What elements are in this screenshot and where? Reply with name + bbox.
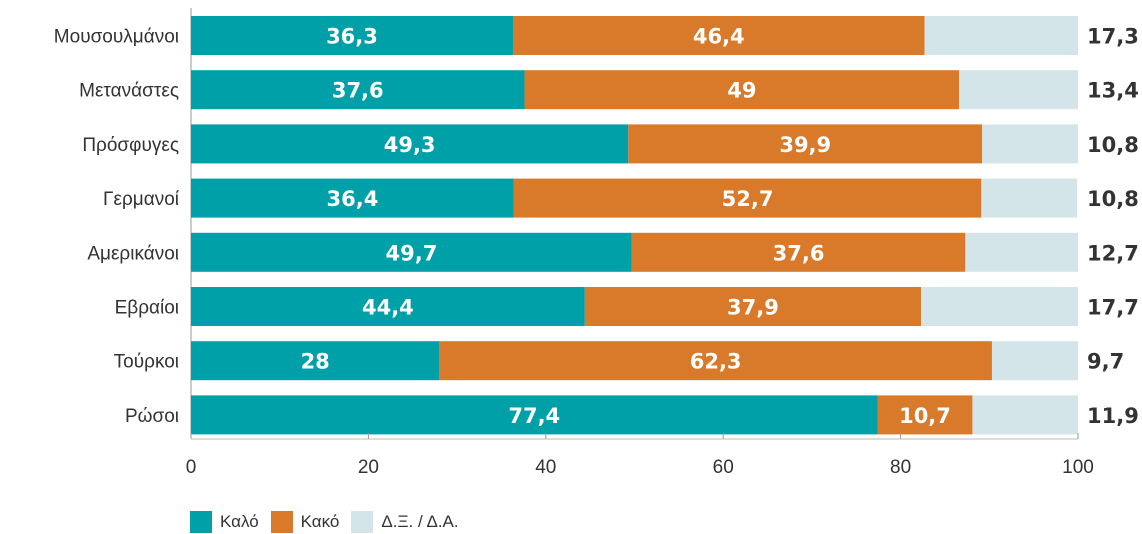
data-label: 46,4 [693,25,745,49]
category-label: Αμερικάνοι [87,243,179,264]
category-label: Πρόσφυγες [82,135,179,156]
data-label: 37,6 [773,241,825,265]
data-label: 39,9 [779,133,831,157]
legend-label-good: Καλό [220,512,259,531]
data-label: 10,7 [899,404,951,428]
bar-segment [628,124,983,164]
legend-label-bad: Κακό [300,512,340,531]
data-label: 10,8 [1087,187,1139,211]
data-label: 49,7 [386,241,438,265]
category-label: Μουσουλμάνοι [54,27,179,48]
legend-swatch-dk [351,511,374,533]
data-label: 13,4 [1087,79,1139,103]
legend-item-bad: Κακό [270,511,340,533]
bar-segment [191,124,629,164]
x-tick-label: 60 [713,457,734,478]
bar-segment [191,232,632,272]
data-label: 49 [727,79,756,103]
data-label: 44,4 [362,296,414,320]
data-label: 52,7 [722,187,774,211]
bar-segment [191,178,514,218]
bar-segment [965,232,1078,272]
bar-segment [981,178,1078,218]
data-label: 62,3 [690,350,742,374]
data-label: 17,3 [1087,25,1139,49]
bar-segment [631,232,966,272]
data-label: 36,4 [327,187,379,211]
x-tick-label: 100 [1062,457,1094,478]
bar-segment [921,287,1078,326]
data-label: 10,8 [1087,133,1139,157]
x-tick-label: 20 [358,457,379,478]
legend: Καλό Κακό Δ.Ξ. / Δ.Α. [190,510,471,534]
bar-segment [191,16,513,55]
data-label: 17,7 [1087,296,1139,320]
bar-segment [982,124,1078,164]
data-label: 28 [301,350,330,374]
x-tick-label: 0 [186,457,197,478]
legend-swatch-bad [270,511,293,533]
bar-segment [439,341,992,381]
bar-segment [959,70,1078,110]
bar-segment [972,395,1078,435]
legend-item-good: Καλό [190,511,259,533]
data-label: 12,7 [1087,241,1139,265]
bar-segment [191,341,440,381]
data-label: 37,9 [727,296,779,320]
data-label: 36,3 [326,25,378,49]
category-label: Εβραίοι [115,298,179,319]
legend-swatch-good [190,511,212,533]
bar-segment [191,287,585,326]
category-label: Μετανάστες [79,81,179,102]
data-label: 9,7 [1087,350,1124,374]
data-label: 37,6 [332,79,384,103]
bar-segment [924,16,1078,55]
bar-segment [191,395,878,435]
legend-item-dk: Δ.Ξ. / Δ.Α. [351,511,459,533]
bar-segment [584,287,922,326]
bar-segment [191,70,525,110]
bar-segment [524,70,960,110]
category-label: Ρώσοι [125,406,179,427]
x-tick-label: 80 [890,457,911,478]
data-label: 77,4 [508,404,560,428]
bar-segment [877,395,973,435]
data-label: 49,3 [384,133,436,157]
bar-segment [513,178,982,218]
category-label: Τούρκοι [114,352,179,373]
bar-segment [991,341,1078,381]
x-tick-label: 40 [535,457,556,478]
data-label: 11,9 [1087,404,1139,428]
legend-label-dk: Δ.Ξ. / Δ.Α. [381,512,459,531]
category-label: Γερμανοί [103,189,180,210]
bar-segment [512,16,925,55]
